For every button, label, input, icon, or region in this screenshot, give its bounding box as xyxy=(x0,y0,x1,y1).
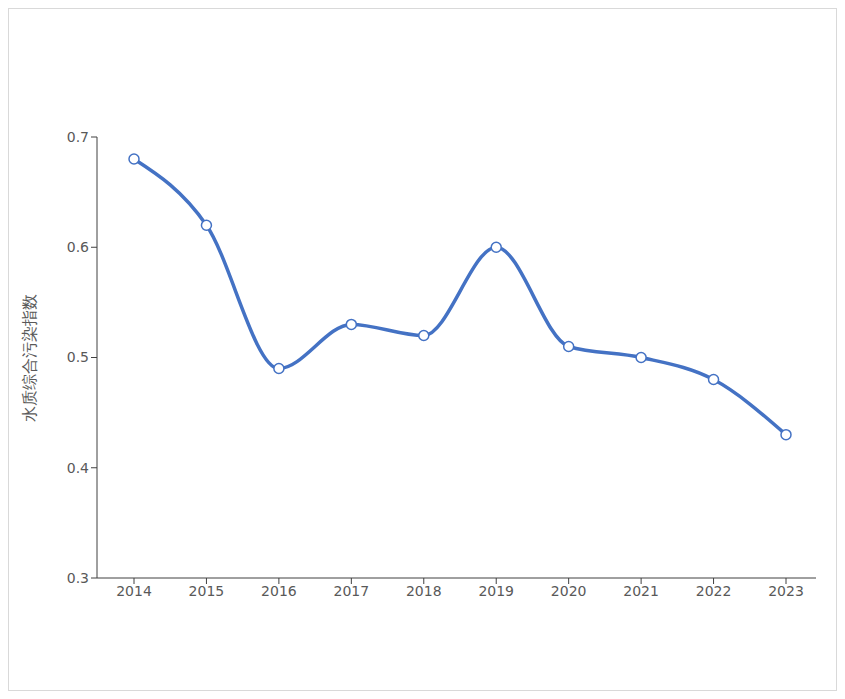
svg-text:2017: 2017 xyxy=(334,583,370,599)
svg-text:2016: 2016 xyxy=(261,583,297,599)
svg-text:0.3: 0.3 xyxy=(67,570,89,586)
svg-text:2020: 2020 xyxy=(551,583,587,599)
svg-text:2023: 2023 xyxy=(768,583,804,599)
svg-text:2015: 2015 xyxy=(189,583,225,599)
svg-text:2014: 2014 xyxy=(116,583,152,599)
svg-text:0.6: 0.6 xyxy=(67,239,89,255)
svg-text:0.7: 0.7 xyxy=(67,129,89,145)
svg-text:2018: 2018 xyxy=(406,583,442,599)
svg-text:0.4: 0.4 xyxy=(67,460,89,476)
svg-text:2022: 2022 xyxy=(696,583,732,599)
svg-text:0.5: 0.5 xyxy=(67,349,89,365)
svg-text:2021: 2021 xyxy=(623,583,659,599)
svg-text:水质综合污染指数: 水质综合污染指数 xyxy=(20,294,39,422)
svg-text:2019: 2019 xyxy=(478,583,514,599)
